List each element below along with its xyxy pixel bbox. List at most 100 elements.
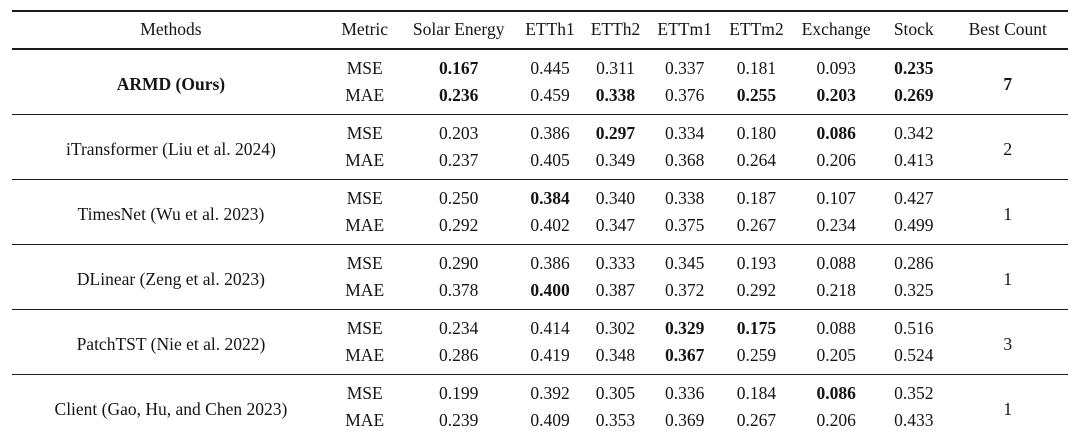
value-cell: 0.445 (530, 58, 570, 78)
table-row: MAE 0.286 0.419 0.348 0.367 0.259 0.205 … (12, 342, 1068, 375)
value-cell: 0.234 (438, 318, 479, 338)
value-cell: 0.167 (438, 58, 479, 78)
header-stock: Stock (879, 11, 948, 50)
header-solar-energy: Solar Energy (399, 11, 518, 50)
value-cell: 0.086 (816, 383, 856, 403)
value-cell: 0.093 (816, 58, 856, 78)
header-row: Methods Metric Solar Energy ETTh1 ETTh2 … (12, 11, 1068, 50)
value-cell: 0.333 (595, 253, 636, 273)
value-cell: 0.305 (595, 383, 636, 403)
value-cell: 0.384 (530, 188, 570, 208)
header-metric: Metric (329, 11, 400, 50)
value-cell: 0.353 (595, 410, 636, 430)
value-cell: 0.237 (438, 150, 479, 170)
value-cell: 0.264 (736, 150, 777, 170)
table-row: iTransformer (Liu et al. 2024) MSE 0.203… (12, 115, 1068, 159)
method-cell: PatchTST (Nie et al. 2022) (76, 334, 266, 354)
value-cell: 0.206 (816, 410, 856, 430)
value-cell: 0.405 (530, 150, 570, 170)
method-cell: Client (Gao, Hu, and Chen 2023) (54, 399, 288, 419)
method-cell: ARMD (Ours) (116, 74, 226, 94)
value-cell: 0.235 (894, 58, 934, 78)
metric-cell: MSE (346, 58, 383, 78)
value-cell: 0.400 (530, 280, 570, 300)
value-cell: 0.107 (816, 188, 856, 208)
value-cell: 0.345 (664, 253, 705, 273)
value-cell: 0.267 (736, 410, 777, 430)
method-cell: TimesNet (Wu et al. 2023) (77, 204, 265, 224)
header-etth1: ETTh1 (517, 11, 583, 50)
value-cell: 0.297 (595, 123, 636, 143)
header-etth2: ETTh2 (582, 11, 649, 50)
table-row: MAE 0.236 0.459 0.338 0.376 0.255 0.203 … (12, 82, 1068, 115)
value-cell: 0.524 (894, 345, 934, 365)
value-cell: 0.516 (894, 318, 934, 338)
table-row: PatchTST (Nie et al. 2022) MSE 0.234 0.4… (12, 310, 1068, 354)
value-cell: 0.234 (816, 215, 856, 235)
table-row: ARMD (Ours) MSE 0.167 0.445 0.311 0.337 … (12, 49, 1068, 94)
value-cell: 0.334 (664, 123, 705, 143)
value-cell: 0.402 (530, 215, 570, 235)
method-group-timesnet: TimesNet (Wu et al. 2023) MSE 0.250 0.38… (12, 179, 1068, 245)
header-best-count: Best Count (947, 11, 1068, 50)
value-cell: 0.269 (894, 85, 934, 105)
table-row: MAE 0.378 0.400 0.387 0.372 0.292 0.218 … (12, 277, 1068, 310)
metric-cell: MAE (345, 345, 385, 365)
table-row: DLinear (Zeng et al. 2023) MSE 0.290 0.3… (12, 245, 1068, 289)
value-cell: 0.086 (816, 123, 856, 143)
table-row: Client (Gao, Hu, and Chen 2023) MSE 0.19… (12, 375, 1068, 419)
value-cell: 0.386 (530, 123, 570, 143)
value-cell: 0.338 (595, 85, 636, 105)
value-cell: 0.387 (595, 280, 636, 300)
value-cell: 0.193 (736, 253, 777, 273)
value-cell: 0.180 (736, 123, 777, 143)
value-cell: 0.267 (736, 215, 777, 235)
method-group-itransformer: iTransformer (Liu et al. 2024) MSE 0.203… (12, 114, 1068, 180)
best-count-cell: 7 (1003, 74, 1013, 94)
best-count-cell: 1 (1003, 269, 1013, 289)
value-cell: 0.088 (816, 253, 856, 273)
value-cell: 0.347 (595, 215, 636, 235)
value-cell: 0.459 (530, 85, 570, 105)
method-cell: DLinear (Zeng et al. 2023) (76, 269, 265, 289)
table-row: MAE 0.292 0.402 0.347 0.375 0.267 0.234 … (12, 212, 1068, 245)
metric-cell: MSE (346, 253, 383, 273)
value-cell: 0.203 (438, 123, 479, 143)
header-exchange: Exchange (792, 11, 880, 50)
value-cell: 0.259 (736, 345, 777, 365)
best-count-cell: 3 (1003, 334, 1013, 354)
value-cell: 0.409 (530, 410, 570, 430)
value-cell: 0.413 (894, 150, 934, 170)
metric-cell: MAE (345, 410, 385, 430)
value-cell: 0.349 (595, 150, 636, 170)
metric-cell: MAE (345, 280, 385, 300)
best-count-cell: 1 (1003, 399, 1013, 419)
value-cell: 0.368 (664, 150, 705, 170)
value-cell: 0.329 (664, 318, 705, 338)
value-cell: 0.218 (816, 280, 856, 300)
value-cell: 0.181 (736, 58, 777, 78)
value-cell: 0.336 (664, 383, 705, 403)
value-cell: 0.369 (664, 410, 705, 430)
value-cell: 0.206 (816, 150, 856, 170)
header-ettm1: ETTm1 (648, 11, 721, 50)
value-cell: 0.392 (530, 383, 570, 403)
results-table: Methods Metric Solar Energy ETTh1 ETTh2 … (12, 10, 1068, 438)
value-cell: 0.236 (438, 85, 479, 105)
value-cell: 0.427 (894, 188, 934, 208)
method-group-armd: ARMD (Ours) MSE 0.167 0.445 0.311 0.337 … (12, 49, 1068, 115)
value-cell: 0.088 (816, 318, 856, 338)
value-cell: 0.419 (530, 345, 570, 365)
value-cell: 0.372 (664, 280, 705, 300)
value-cell: 0.302 (595, 318, 636, 338)
metric-cell: MAE (345, 150, 385, 170)
value-cell: 0.340 (595, 188, 636, 208)
value-cell: 0.199 (438, 383, 479, 403)
method-group-patchtst: PatchTST (Nie et al. 2022) MSE 0.234 0.4… (12, 309, 1068, 375)
method-group-dlinear: DLinear (Zeng et al. 2023) MSE 0.290 0.3… (12, 244, 1068, 310)
value-cell: 0.239 (438, 410, 479, 430)
value-cell: 0.348 (595, 345, 636, 365)
best-count-cell: 2 (1003, 139, 1013, 159)
value-cell: 0.286 (894, 253, 934, 273)
